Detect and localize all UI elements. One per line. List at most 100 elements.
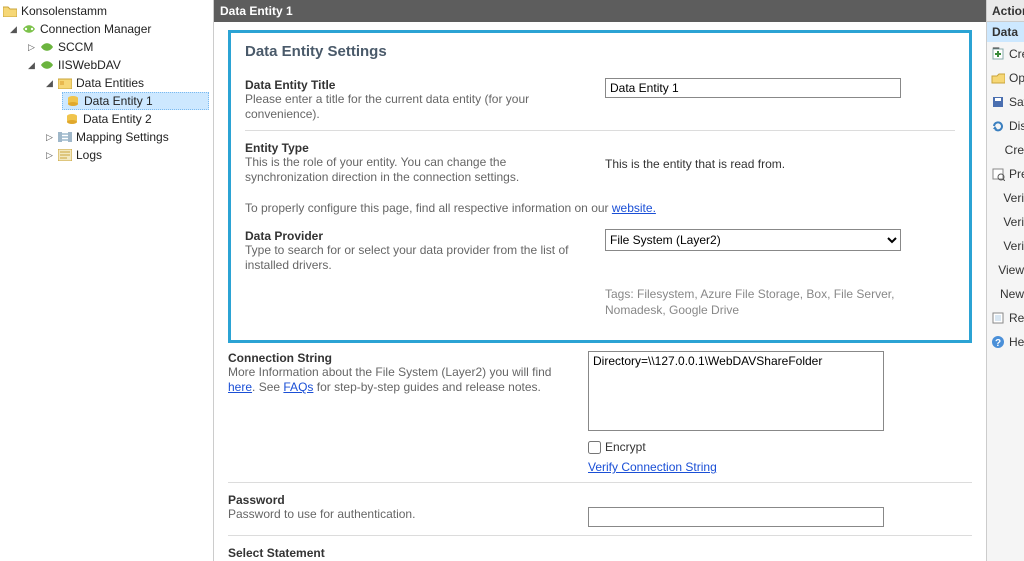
plug-green-icon: [39, 57, 55, 73]
provider-tags: Tags: Filesystem, Azure File Storage, Bo…: [605, 287, 901, 318]
conn-label: Connection String: [228, 351, 568, 365]
provider-desc: Type to search for or select your data p…: [245, 243, 585, 273]
expand-icon[interactable]: ▷: [44, 132, 55, 143]
action-item[interactable]: Sav: [987, 90, 1024, 114]
tree-de-label: Data Entities: [76, 76, 144, 90]
highlight-box: Data Entity Settings Data Entity Title P…: [228, 30, 972, 343]
tree-de1-label: Data Entity 1: [84, 94, 153, 108]
action-label: Cre: [1005, 143, 1024, 157]
section-title: Data Entity Settings: [245, 43, 955, 60]
tree-sccm-label: SCCM: [58, 40, 93, 54]
provider-label: Data Provider: [245, 229, 585, 243]
action-item[interactable]: ? Hel: [987, 330, 1024, 354]
action-icon: [991, 118, 1005, 134]
entity-type-desc: This is the role of your entity. You can…: [245, 155, 585, 185]
plug-icon: [21, 21, 37, 37]
action-icon: [991, 190, 999, 206]
tree-panel: Konsolenstamm ◢ Connection Manager ▷ SCC…: [0, 0, 214, 561]
svg-text:?: ?: [995, 338, 1001, 349]
password-label: Password: [228, 493, 568, 507]
tree-conn-label: Connection Manager: [40, 22, 151, 36]
action-item[interactable]: Disc: [987, 114, 1024, 138]
title-desc: Please enter a title for the current dat…: [245, 92, 585, 122]
plug-green-icon: [39, 39, 55, 55]
tree-logs[interactable]: ▷ Logs: [2, 146, 209, 164]
action-label: Ope: [1009, 71, 1024, 85]
collapse-icon[interactable]: ◢: [26, 60, 37, 71]
entity-type-label: Entity Type: [245, 141, 585, 155]
expand-icon[interactable]: ▷: [44, 150, 55, 161]
action-item[interactable]: Ope: [987, 66, 1024, 90]
verify-link[interactable]: Verify Connection String: [588, 460, 717, 474]
action-item[interactable]: New: [987, 282, 1024, 306]
tree-logs-label: Logs: [76, 148, 102, 162]
collapse-icon[interactable]: ◢: [44, 78, 55, 89]
encrypt-label: Encrypt: [605, 440, 646, 454]
logs-icon: [57, 147, 73, 163]
password-desc: Password to use for authentication.: [228, 507, 568, 522]
collapse-icon[interactable]: ◢: [8, 24, 19, 35]
db-icon: [64, 111, 80, 127]
action-icon: [991, 142, 1001, 158]
mapping-icon: [57, 129, 73, 145]
main-header-title: Data Entity 1: [220, 4, 293, 18]
actions-header: Actions: [987, 0, 1024, 22]
encrypt-checkbox[interactable]: [588, 441, 601, 454]
action-icon: [991, 310, 1005, 326]
separator: [228, 535, 972, 536]
tree-conn-manager[interactable]: ◢ Connection Manager: [2, 20, 209, 38]
conn-desc: More Information about the File System (…: [228, 365, 568, 395]
action-label: Hel: [1009, 335, 1024, 349]
provider-select[interactable]: File System (Layer2): [605, 229, 901, 251]
tree-data-entities[interactable]: ◢ Data Entities: [2, 74, 209, 92]
action-label: Disc: [1009, 119, 1024, 133]
tree-sccm[interactable]: ▷ SCCM: [2, 38, 209, 56]
conn-textarea[interactable]: [588, 351, 884, 431]
separator: [245, 130, 955, 131]
action-icon: [991, 238, 999, 254]
config-note: To properly configure this page, find al…: [245, 201, 955, 215]
action-item[interactable]: Veri: [987, 186, 1024, 210]
action-icon: [991, 262, 994, 278]
action-item[interactable]: Cre: [987, 42, 1024, 66]
entity-type-value: This is the entity that is read from.: [605, 141, 955, 171]
action-icon: ?: [991, 334, 1005, 350]
faq-link[interactable]: FAQs: [283, 380, 313, 394]
tree-mapping[interactable]: ▷ Mapping Settings: [2, 128, 209, 146]
action-label: Veri: [1003, 215, 1024, 229]
action-item[interactable]: Pre: [987, 162, 1024, 186]
tree-de2[interactable]: Data Entity 2: [2, 110, 209, 128]
main-panel: Data Entity 1 Data Entity Settings Data …: [214, 0, 986, 561]
separator: [228, 482, 972, 483]
action-label: Veri: [1003, 191, 1024, 205]
tree-root[interactable]: Konsolenstamm: [2, 2, 209, 20]
action-item[interactable]: View: [987, 258, 1024, 282]
password-input[interactable]: [588, 507, 884, 527]
website-link[interactable]: website.: [612, 201, 656, 215]
action-item[interactable]: Ren: [987, 306, 1024, 330]
action-icon: [991, 70, 1005, 86]
action-item[interactable]: Veri: [987, 234, 1024, 258]
here-link[interactable]: here: [228, 380, 252, 394]
action-label: Cre: [1009, 47, 1024, 61]
expand-icon[interactable]: ▷: [26, 42, 37, 53]
tree-root-label: Konsolenstamm: [21, 4, 107, 18]
action-icon: [991, 286, 996, 302]
action-item[interactable]: Cre: [987, 138, 1024, 162]
select-label: Select Statement: [228, 546, 568, 560]
action-label: Ren: [1009, 311, 1024, 325]
action-item[interactable]: Veri: [987, 210, 1024, 234]
tree-de1[interactable]: Data Entity 1: [62, 92, 209, 110]
action-label: Pre: [1009, 167, 1024, 181]
actions-sub[interactable]: Data E: [987, 22, 1024, 42]
action-icon: [991, 46, 1005, 62]
title-input[interactable]: [605, 78, 901, 98]
tree-iis-label: IISWebDAV: [58, 58, 121, 72]
main-header: Data Entity 1: [214, 0, 986, 22]
action-label: Veri: [1003, 239, 1024, 253]
title-label: Data Entity Title: [245, 78, 585, 92]
tree-iiswebdav[interactable]: ◢ IISWebDAV: [2, 56, 209, 74]
db-icon: [65, 93, 81, 109]
action-icon: [991, 166, 1005, 182]
tree-mapping-label: Mapping Settings: [76, 130, 169, 144]
